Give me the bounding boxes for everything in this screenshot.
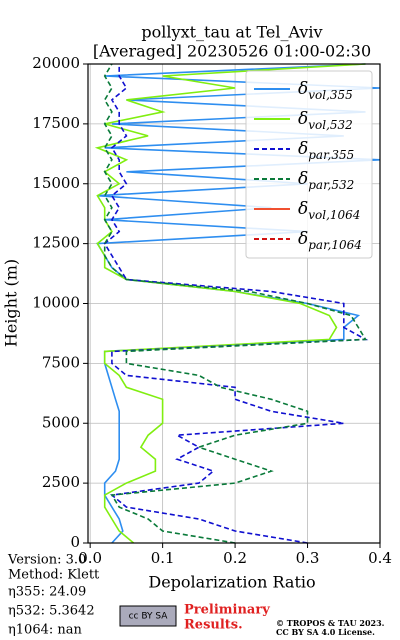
plot-frame [87, 63, 381, 544]
info-line: η1064: nan [8, 623, 83, 638]
x-tick-label: 0.4 [368, 549, 392, 567]
y-tick-label: 17500 [32, 114, 80, 132]
x-tick-label: 0.1 [151, 549, 175, 567]
legend-box [245, 70, 373, 259]
legend-label: δvol,355 [298, 79, 353, 102]
preliminary: Results. [184, 618, 243, 633]
y-tick-label: 5000 [42, 413, 80, 431]
legend-label: δvol,1064 [298, 199, 360, 222]
info-line: η532: 5.3642 [8, 604, 95, 619]
footer: Version: 3.0 Method: Klett η355: 24.09 η… [7, 553, 385, 638]
x-axis-label: Depolarization Ratio [148, 573, 315, 592]
info-line: Method: Klett [8, 568, 100, 583]
series-line [103, 64, 369, 544]
logo-text: cc BY SA [129, 612, 169, 622]
y-tick-label: 15000 [32, 174, 80, 192]
y-tick-label: 2500 [42, 473, 80, 491]
logo-box [119, 605, 177, 627]
legend-label: δvol,532 [298, 109, 353, 132]
y-axis-label: Height (m) [2, 259, 21, 347]
x-tick-label: 0.2 [223, 549, 247, 567]
y-tick-label: 10000 [32, 294, 80, 312]
copyright: CC BY SA 4.0 License. [276, 627, 375, 637]
legend-label: δpar,355 [298, 139, 354, 162]
y-tick-label: 7500 [42, 353, 80, 371]
y-tick-label: 0 [70, 533, 80, 551]
copyright: © TROPOS & TAU 2023. [276, 618, 385, 628]
series-line [103, 63, 367, 544]
legend-label: δpar,1064 [298, 229, 362, 252]
y-tick-label: 12500 [32, 234, 80, 252]
chart-subtitle: [Averaged] 20230526 01:00-02:30 [93, 42, 371, 61]
info-line: η355: 24.09 [8, 585, 86, 600]
chart-title: pollyxt_tau at Tel_Aviv [141, 23, 322, 42]
y-tick-label: 20000 [32, 54, 80, 72]
preliminary: Preliminary [184, 603, 270, 618]
legend-label: δpar,532 [298, 169, 354, 192]
x-tick-label: 0.3 [296, 549, 320, 567]
x-tick-label: 0.0 [78, 549, 102, 567]
info-line: Version: 3.0 [7, 553, 86, 568]
series-line [94, 63, 366, 544]
